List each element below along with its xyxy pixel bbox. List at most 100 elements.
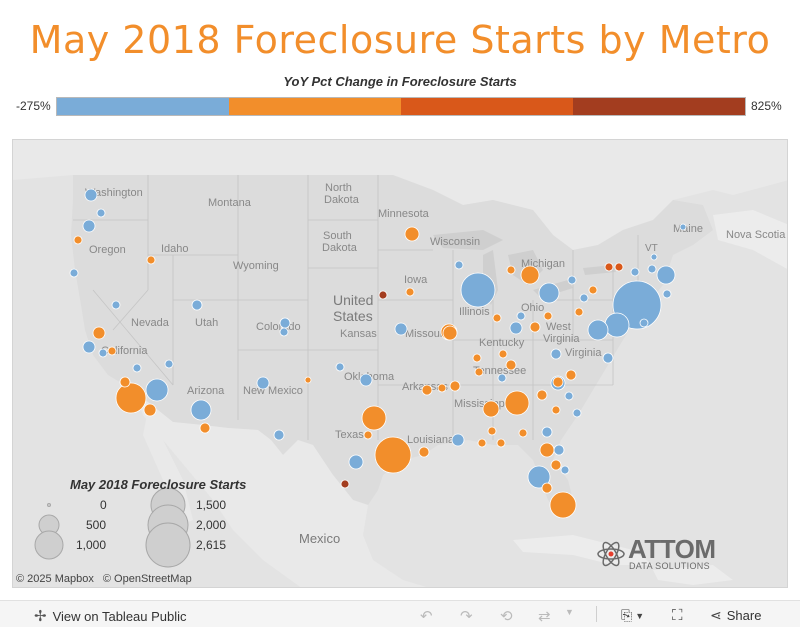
- metro-bubble[interactable]: [492, 313, 502, 323]
- metro-bubble[interactable]: [498, 349, 508, 359]
- metro-bubble[interactable]: [449, 380, 461, 392]
- view-on-tableau-button[interactable]: ✢ View on Tableau Public: [34, 607, 187, 625]
- metro-bubble[interactable]: [639, 318, 649, 328]
- metro-bubble[interactable]: [84, 188, 98, 202]
- metro-bubble[interactable]: [538, 282, 560, 304]
- metro-bubble[interactable]: [579, 293, 589, 303]
- metro-bubble[interactable]: [348, 454, 364, 470]
- metro-bubble[interactable]: [536, 389, 548, 401]
- metro-bubble[interactable]: [378, 290, 388, 300]
- metro-bubble[interactable]: [405, 287, 415, 297]
- metro-bubble[interactable]: [572, 408, 582, 418]
- metro-bubble[interactable]: [560, 465, 570, 475]
- metro-bubble[interactable]: [437, 383, 447, 393]
- metro-bubble[interactable]: [604, 262, 614, 272]
- metro-bubble[interactable]: [374, 436, 412, 474]
- metro-bubble[interactable]: [552, 376, 564, 388]
- color-legend-segment-2[interactable]: [229, 98, 401, 115]
- pause-dropdown-button[interactable]: ▼: [565, 607, 574, 617]
- metro-bubble[interactable]: [477, 438, 487, 448]
- metro-bubble[interactable]: [145, 378, 169, 402]
- metro-bubble[interactable]: [96, 208, 106, 218]
- metro-bubble[interactable]: [496, 438, 506, 448]
- color-legend-segment-3[interactable]: [401, 98, 573, 115]
- metro-bubble[interactable]: [541, 482, 553, 494]
- metro-bubble[interactable]: [565, 369, 577, 381]
- metro-bubble[interactable]: [404, 226, 420, 242]
- metro-bubble[interactable]: [304, 376, 312, 384]
- metro-bubbles[interactable]: [69, 188, 687, 519]
- metro-bubble[interactable]: [520, 265, 540, 285]
- metro-bubble[interactable]: [679, 223, 687, 231]
- metro-bubble[interactable]: [487, 426, 497, 436]
- metro-bubble[interactable]: [164, 359, 174, 369]
- metro-bubble[interactable]: [518, 428, 528, 438]
- metro-bubble[interactable]: [506, 265, 516, 275]
- metro-bubble[interactable]: [497, 373, 507, 383]
- credit-osm[interactable]: © OpenStreetMap: [102, 573, 192, 585]
- metro-bubble[interactable]: [527, 465, 551, 489]
- metro-bubble[interactable]: [335, 362, 345, 372]
- metro-bubble[interactable]: [98, 348, 108, 358]
- metro-bubble[interactable]: [482, 400, 500, 418]
- metro-bubble[interactable]: [472, 353, 482, 363]
- metro-bubble[interactable]: [111, 300, 121, 310]
- share-button[interactable]: ⋖ Share: [710, 607, 761, 624]
- metro-bubble[interactable]: [143, 403, 157, 417]
- color-legend-segment-4[interactable]: [573, 98, 745, 115]
- refresh-button[interactable]: ⇄: [538, 607, 551, 625]
- metro-bubble[interactable]: [574, 307, 584, 317]
- metro-bubble[interactable]: [551, 405, 561, 415]
- metro-bubble[interactable]: [418, 446, 430, 458]
- metro-bubble[interactable]: [602, 352, 614, 364]
- metro-bubble[interactable]: [662, 289, 672, 299]
- metro-bubble[interactable]: [650, 253, 658, 261]
- color-legend-segment-1[interactable]: [57, 98, 229, 115]
- metro-bubble[interactable]: [73, 235, 83, 245]
- metro-bubble[interactable]: [363, 430, 373, 440]
- metro-bubble[interactable]: [115, 382, 147, 414]
- metro-bubble[interactable]: [656, 265, 676, 285]
- metro-bubble[interactable]: [256, 376, 270, 390]
- metro-bubble[interactable]: [82, 219, 96, 233]
- metro-bubble[interactable]: [421, 384, 433, 396]
- metro-bubble[interactable]: [541, 426, 553, 438]
- metro-bubble[interactable]: [190, 399, 212, 421]
- map-view[interactable]: Washington Montana North Dakota Minnesot…: [12, 139, 788, 588]
- metro-bubble[interactable]: [107, 346, 117, 356]
- metro-bubble[interactable]: [361, 405, 387, 431]
- credit-mapbox[interactable]: © 2025 Mapbox: [16, 573, 94, 585]
- metro-bubble[interactable]: [647, 264, 657, 274]
- metro-bubble[interactable]: [550, 348, 562, 360]
- metro-bubble[interactable]: [460, 272, 496, 308]
- map-canvas[interactable]: Washington Montana North Dakota Minnesot…: [13, 140, 788, 588]
- color-legend-bar[interactable]: [56, 97, 746, 116]
- metro-bubble[interactable]: [543, 311, 553, 321]
- metro-bubble[interactable]: [442, 325, 458, 341]
- metro-bubble[interactable]: [146, 255, 156, 265]
- metro-bubble[interactable]: [588, 285, 598, 295]
- metro-bubble[interactable]: [529, 321, 541, 333]
- metro-bubble[interactable]: [474, 367, 484, 377]
- metro-bubble[interactable]: [359, 373, 373, 387]
- metro-bubble[interactable]: [614, 262, 624, 272]
- fullscreen-button[interactable]: ⛶: [672, 607, 683, 624]
- revert-button[interactable]: ⟲: [500, 607, 513, 625]
- metro-bubble[interactable]: [539, 442, 555, 458]
- metro-bubble[interactable]: [92, 326, 106, 340]
- metro-bubble[interactable]: [549, 491, 577, 519]
- metro-bubble[interactable]: [82, 340, 96, 354]
- metro-bubble[interactable]: [191, 299, 203, 311]
- metro-bubble[interactable]: [604, 312, 630, 338]
- metro-bubble[interactable]: [630, 267, 640, 277]
- metro-bubble[interactable]: [564, 391, 574, 401]
- metro-bubble[interactable]: [273, 429, 285, 441]
- redo-button[interactable]: ↷: [460, 607, 473, 625]
- metro-bubble[interactable]: [587, 319, 609, 341]
- metro-bubble[interactable]: [516, 311, 526, 321]
- metro-bubble[interactable]: [509, 321, 523, 335]
- metro-bubble[interactable]: [553, 444, 565, 456]
- metro-bubble[interactable]: [505, 359, 517, 371]
- metro-bubble[interactable]: [504, 390, 530, 416]
- metro-bubble[interactable]: [394, 322, 408, 336]
